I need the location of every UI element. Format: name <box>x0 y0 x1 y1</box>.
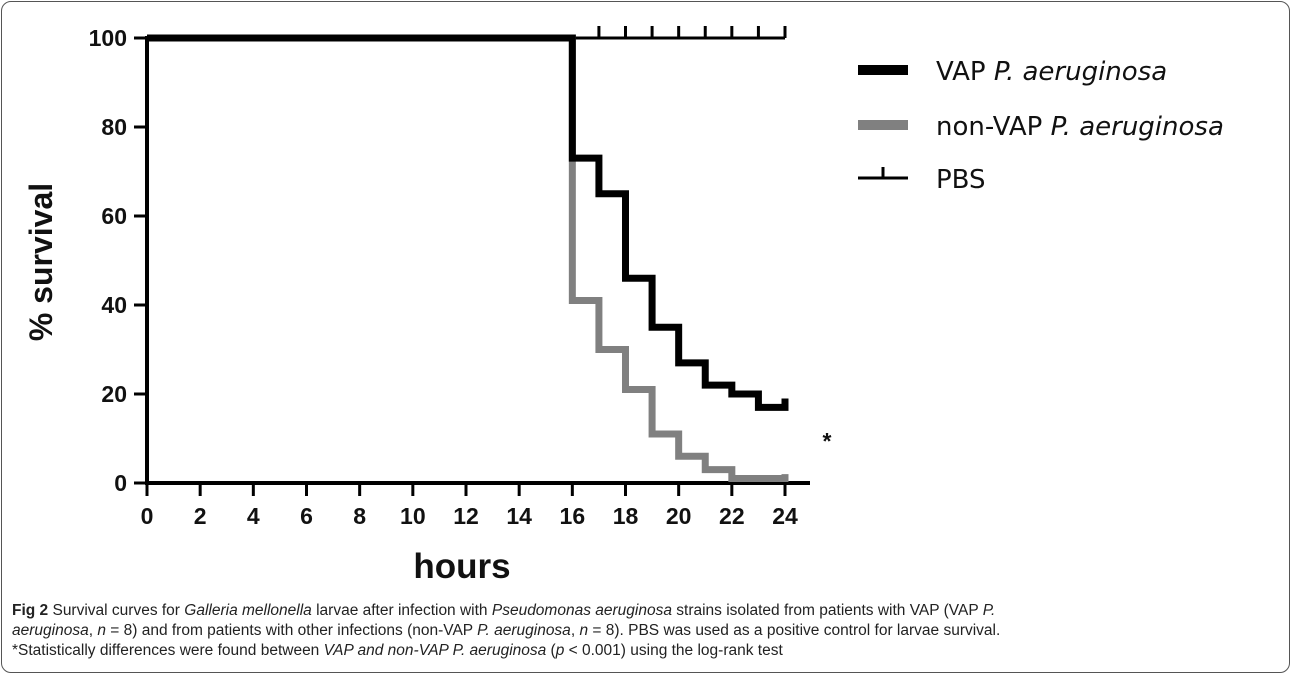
y-tick-label: 100 <box>89 25 127 51</box>
y-tick-label: 0 <box>114 470 127 496</box>
figure-caption: Fig 2 Survival curves for Galleria mello… <box>12 601 1280 661</box>
x-tick-label: 2 <box>194 503 207 529</box>
x-tick-label: 18 <box>613 503 639 529</box>
y-tick-label: 40 <box>101 292 127 318</box>
legend-label: PBS <box>936 165 986 195</box>
y-tick-label: 60 <box>101 203 127 229</box>
legend-label: non-VAP P. aeruginosa <box>936 112 1224 142</box>
x-tick-label: 0 <box>141 503 154 529</box>
axes <box>134 36 810 496</box>
y-tick-label: 20 <box>101 381 127 407</box>
x-tick-label: 14 <box>506 503 532 529</box>
legend: VAP P. aeruginosa non-VAP P. aeruginosa PB… <box>858 57 1224 195</box>
caption-figure-label: Fig 2 <box>12 602 49 619</box>
caption-line-1-text: Survival curves for Galleria mellonella … <box>48 602 996 619</box>
x-tick-label: 4 <box>247 503 260 529</box>
legend-label: VAP P. aeruginosa <box>936 57 1167 87</box>
caption-line-2: aeruginosa, n = 8) and from patients wit… <box>12 622 1001 639</box>
significance-marker: * <box>823 428 832 454</box>
x-tick-label: 20 <box>666 503 692 529</box>
x-tick-label: 6 <box>300 503 313 529</box>
y-axis-title: % survival <box>23 183 59 341</box>
x-tick-label: 22 <box>719 503 745 529</box>
x-tick-label: 12 <box>453 503 479 529</box>
x-tick-label: 16 <box>560 503 586 529</box>
x-tick-label: 24 <box>772 503 798 529</box>
series-vap-p-aeruginosa <box>147 34 789 411</box>
series-layer <box>147 26 789 483</box>
caption-line-3: *Statistically differences were found be… <box>12 642 783 659</box>
y-tick-label: 80 <box>101 114 127 140</box>
x-tick-label: 8 <box>353 503 366 529</box>
x-axis-title: hours <box>413 547 510 586</box>
series-non-vap-p-aeruginosa <box>147 34 789 483</box>
x-tick-label: 10 <box>400 503 426 529</box>
caption-line-1: Fig 2 Survival curves for Galleria mello… <box>12 601 1280 621</box>
